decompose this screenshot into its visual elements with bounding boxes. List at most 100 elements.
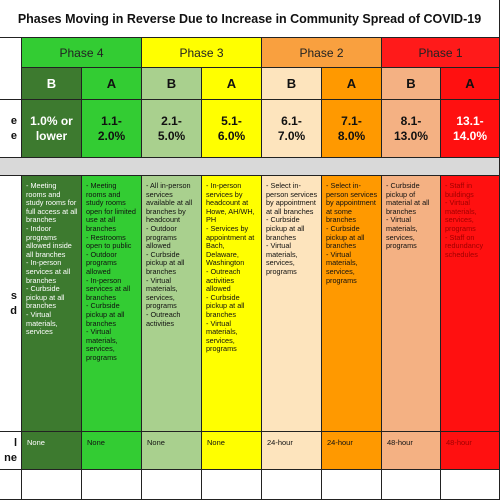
row-label-line: l [13, 436, 17, 449]
service-item: - All in-person services available at al… [146, 181, 193, 225]
rate-line: 8.1- [400, 113, 422, 128]
service-item: - Curbside pickup of material at all bra… [386, 181, 430, 216]
rate-line: 6.1- [281, 113, 302, 128]
service-item: - Virtual materials, services, programs [386, 215, 418, 251]
service-item: - Select in-person services by appointme… [266, 181, 318, 216]
phase-header: Phase 3 [142, 38, 262, 68]
wait: 24-hour [322, 432, 382, 470]
services: - Select in-person services by appointme… [322, 176, 382, 432]
service-item: - Restrooms open to public [86, 232, 132, 251]
service-item: - Meeting rooms and study rooms for full… [26, 181, 78, 225]
service-item: - Curbside pickup at all branches [26, 284, 65, 311]
service-item: - Curbside pickup at all branches [326, 223, 365, 251]
service-item: - Staff in buildings [445, 181, 474, 199]
services: - Curbside pickup of material at all bra… [382, 176, 441, 432]
service-item: - Outdoor programs allowed [86, 249, 117, 276]
wait: None [82, 432, 142, 470]
wait-text: 24-hour [267, 438, 293, 447]
services: - Meeting rooms and study rooms open for… [82, 176, 142, 432]
row-label-line: ne [4, 451, 17, 464]
wait: 48-hour [441, 432, 500, 470]
tail-blank [382, 470, 441, 500]
service-item: - Meeting rooms and study rooms open for… [86, 181, 136, 233]
service-item: - Virtual materials, services, programs [326, 249, 358, 285]
wait: 48-hour [382, 432, 441, 470]
rate-line: 13.1- [456, 113, 484, 128]
wait-text: None [87, 438, 105, 447]
service-item: - Curbside pickup at all branches [86, 301, 125, 328]
services: - Select in-person services by appointme… [262, 176, 322, 432]
rate: 2.1- 5.0% [142, 100, 202, 158]
services: - All in-person services available at al… [142, 176, 202, 432]
rate: 6.1- 7.0% [262, 100, 322, 158]
level-text: A [465, 76, 475, 91]
level: A [82, 68, 142, 100]
service-item: - Virtual materials, services, programs [86, 327, 118, 362]
level-text: B [286, 76, 297, 91]
service-item: - Outreach activities [146, 309, 181, 328]
rate-line: 1.1- [101, 113, 122, 128]
service-item: - Virtual materials, services, programs [146, 275, 178, 311]
service-item: - Outreach activities allowed [206, 266, 241, 294]
level: A [202, 68, 262, 100]
rate-line: 2.1- [161, 113, 182, 128]
wait: None [142, 432, 202, 470]
rate: 5.1- 6.0% [202, 100, 262, 158]
phase-header: Phase 4 [22, 38, 142, 68]
level-text: A [226, 76, 237, 91]
tail-blank [322, 470, 382, 500]
tail-blank [142, 470, 202, 500]
service-item: - Curbside pickup at all branches [206, 292, 245, 319]
service-item: - Services by appointment at Bach, Delaw… [206, 223, 255, 268]
wait-text: None [207, 438, 225, 447]
service-item: - Virtual materials, services, programs [266, 241, 298, 276]
level: B [142, 68, 202, 100]
services: - In-person services by headcount at How… [202, 176, 262, 432]
rate-line: 5.1- [221, 113, 242, 128]
rate-line: 7.0% [277, 128, 306, 143]
title: Phases Moving in Reverse Due to Increase… [0, 0, 500, 38]
phase-header: Phase 1 [382, 38, 500, 68]
rate: 7.1- 8.0% [322, 100, 382, 158]
rate-line: 1.0% or [30, 113, 73, 128]
rate-line: 5.0% [157, 128, 186, 143]
phase-name: Phase 3 [179, 45, 224, 60]
row-label: l ne [0, 432, 22, 470]
level: B [382, 68, 441, 100]
service-item: - Select in-person services by appointme… [326, 181, 378, 225]
service-item: - Curbside pickup at all branches [266, 215, 305, 242]
service-item: - Staff on redundancy schedules [445, 232, 484, 259]
level: B [22, 68, 82, 100]
phase-name: Phase 2 [299, 45, 344, 60]
tail-blank [262, 470, 322, 500]
phase-name: Phase 1 [418, 45, 463, 60]
level: A [322, 68, 382, 100]
services: - Staff in buildings - Virtual materials,… [441, 176, 500, 432]
level-text: B [406, 76, 416, 91]
separator [0, 158, 500, 176]
left-blank [0, 470, 22, 500]
rate-line: 8.0% [337, 128, 366, 143]
service-item: - Virtual materials, services [26, 309, 58, 337]
wait: None [202, 432, 262, 470]
level-text: B [46, 76, 57, 91]
tail-blank [82, 470, 142, 500]
wait-text: 48-hour [446, 438, 472, 447]
service-item: - In-person services by headcount at How… [206, 181, 255, 225]
rate-line: 6.0% [217, 128, 246, 143]
level: B [262, 68, 322, 100]
rate: 8.1- 13.0% [382, 100, 441, 158]
rate: 1.1- 2.0% [82, 100, 142, 158]
wait: None [22, 432, 82, 470]
phase-name: Phase 4 [59, 45, 104, 60]
row-label-line: s [10, 289, 17, 302]
rate: 1.0% or lower [22, 100, 82, 158]
service-item: - Virtual materials, services, programs [206, 318, 238, 354]
tail-blank [441, 470, 500, 500]
services: - Meeting rooms and study rooms for full… [22, 176, 82, 432]
wait-text: None [27, 438, 45, 447]
level-text: A [106, 76, 117, 91]
service-item: - Indoor programs allowed inside all bra… [26, 223, 72, 259]
